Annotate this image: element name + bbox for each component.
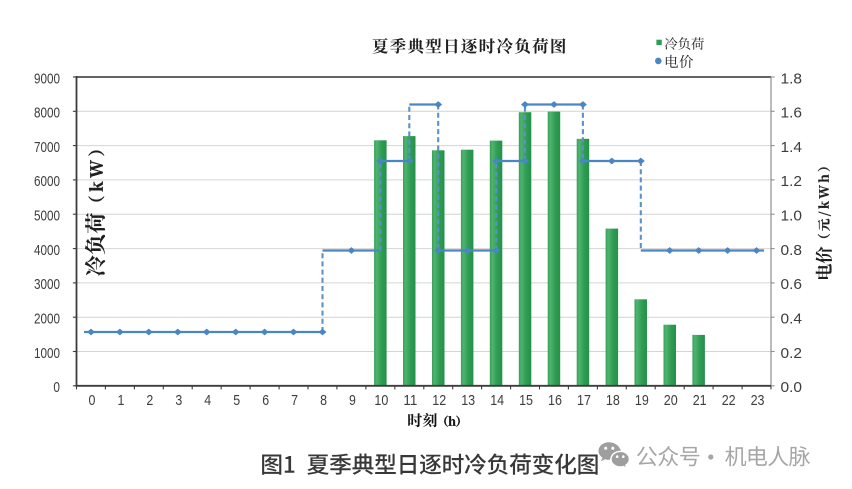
svg-text:1.6: 1.6	[781, 106, 803, 122]
svg-text:1.8: 1.8	[781, 71, 803, 87]
svg-text:9000: 9000	[34, 71, 60, 87]
svg-text:0.2: 0.2	[781, 346, 803, 362]
svg-text:3: 3	[175, 393, 182, 409]
svg-text:4000: 4000	[34, 243, 60, 259]
svg-text:5000: 5000	[34, 209, 60, 225]
svg-text:13: 13	[461, 393, 475, 409]
svg-text:2: 2	[146, 393, 153, 409]
svg-text:7000: 7000	[34, 140, 60, 156]
svg-text:17: 17	[577, 393, 591, 409]
svg-text:0: 0	[53, 380, 60, 396]
svg-text:0.6: 0.6	[781, 277, 803, 293]
svg-text:6000: 6000	[34, 174, 60, 190]
svg-text:15: 15	[519, 393, 533, 409]
svg-text:12: 12	[432, 393, 446, 409]
svg-text:9: 9	[349, 393, 356, 409]
svg-text:3000: 3000	[34, 277, 60, 293]
svg-text:0.8: 0.8	[781, 243, 803, 259]
svg-text:14: 14	[490, 393, 504, 409]
svg-text:10: 10	[374, 393, 388, 409]
svg-text:6: 6	[262, 393, 269, 409]
svg-text:18: 18	[606, 393, 620, 409]
svg-text:2000: 2000	[34, 312, 60, 328]
svg-text:0.4: 0.4	[781, 312, 803, 328]
svg-text:22: 22	[722, 393, 736, 409]
svg-text:0: 0	[89, 393, 96, 409]
svg-text:19: 19	[635, 393, 649, 409]
svg-text:8000: 8000	[34, 106, 60, 122]
svg-text:16: 16	[548, 393, 562, 409]
svg-text:1.2: 1.2	[781, 174, 803, 190]
svg-text:23: 23	[751, 393, 765, 409]
svg-text:11: 11	[403, 393, 417, 409]
svg-text:1.4: 1.4	[781, 140, 803, 156]
svg-text:8: 8	[320, 393, 327, 409]
svg-text:5: 5	[233, 393, 240, 409]
svg-text:1: 1	[118, 393, 125, 409]
svg-text:0.0: 0.0	[781, 380, 803, 396]
svg-text:1.0: 1.0	[781, 209, 803, 225]
svg-text:7: 7	[291, 393, 298, 409]
svg-text:4: 4	[204, 393, 211, 409]
svg-text:20: 20	[664, 393, 678, 409]
svg-text:1000: 1000	[34, 346, 60, 362]
svg-text:21: 21	[693, 393, 707, 409]
